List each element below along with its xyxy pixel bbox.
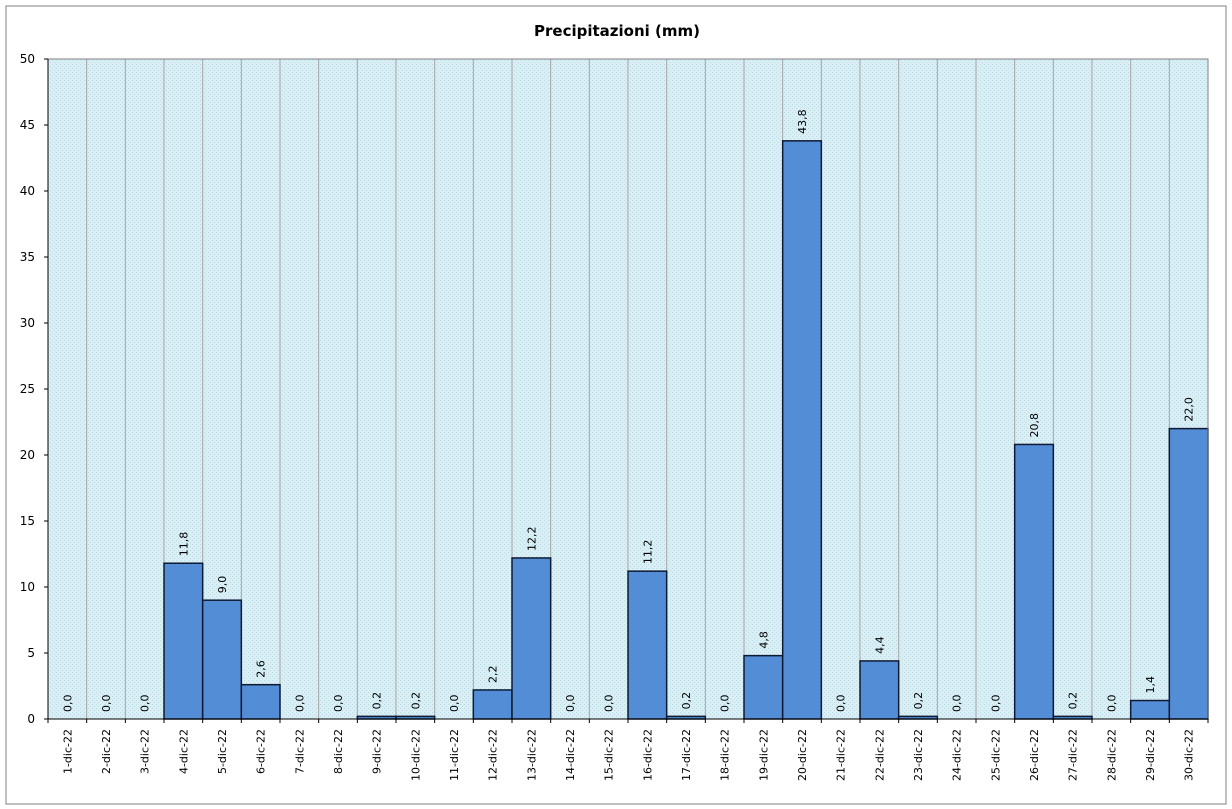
y-tick-label: 30: [20, 316, 35, 330]
axes: [44, 58, 1209, 723]
data-label: 0,0: [293, 695, 306, 713]
y-tick-label: 25: [20, 382, 35, 396]
data-label: 4,8: [757, 631, 770, 649]
data-label: 0,0: [448, 695, 461, 713]
data-label: 2,2: [487, 665, 500, 682]
x-tick-label: 26-dic-22: [1028, 729, 1041, 781]
x-tick-label: 1-dic-22: [61, 729, 74, 774]
data-label: 20,8: [1028, 413, 1041, 438]
x-tick-label: 2-dic-22: [100, 729, 113, 774]
x-tick-label: 19-dic-22: [757, 729, 770, 781]
data-label: 9,0: [216, 576, 229, 594]
bar: [511, 557, 552, 720]
x-tick-label: 29-dic-22: [1144, 729, 1157, 781]
x-tick-label: 23-dic-22: [912, 729, 925, 781]
data-label: 43,8: [796, 109, 809, 134]
data-label: 0,0: [719, 695, 732, 713]
x-tick-label: 20-dic-22: [796, 729, 809, 781]
bar: [472, 689, 513, 720]
bar: [1129, 699, 1171, 720]
y-tick-labels: 0 5 10 15 20 25 30 35 40 45 50: [20, 52, 35, 726]
data-label: 0,0: [989, 695, 1002, 713]
bar: [1013, 443, 1055, 720]
y-tick-label: 45: [20, 118, 35, 132]
data-label: 4,4: [873, 636, 886, 654]
x-tick-label: 17-dic-22: [680, 729, 693, 781]
data-label: 0,2: [680, 692, 693, 710]
data-label: 0,0: [61, 695, 74, 713]
data-label: 0,0: [564, 695, 577, 713]
bar: [201, 599, 243, 720]
data-label: 0,0: [1105, 695, 1118, 713]
x-tick-label: 28-dic-22: [1105, 729, 1118, 781]
data-label: 0,2: [912, 692, 925, 710]
x-tick-label: 18-dic-22: [719, 729, 732, 781]
x-tick-label: 25-dic-22: [989, 729, 1002, 781]
bar: [781, 140, 823, 720]
x-tick-label: 13-dic-22: [525, 729, 538, 781]
x-tick-label: 10-dic-22: [409, 729, 422, 781]
x-tick-label: 22-dic-22: [873, 729, 886, 781]
data-label: 0,2: [371, 692, 384, 710]
x-tick-labels: 1-dic-22 2-dic-22 3-dic-22 4-dic-22 5-dic-22…: [61, 729, 1195, 781]
data-label: 0,2: [1067, 692, 1080, 710]
data-label: 22,0: [1183, 397, 1196, 422]
data-label: 11,8: [177, 532, 190, 557]
data-label: 11,2: [641, 540, 654, 565]
data-label: 0,0: [951, 695, 964, 713]
x-tick-label: 16-dic-22: [641, 729, 654, 781]
y-tick-label: 0: [27, 712, 35, 726]
x-tick-label: 21-dic-22: [835, 729, 848, 781]
x-tick-label: 9-dic-22: [371, 729, 384, 774]
y-tick-label: 20: [20, 448, 35, 462]
bar: [627, 570, 668, 720]
y-tick-label: 5: [27, 646, 35, 660]
data-label: 1,4: [1144, 676, 1157, 694]
bar: [1168, 427, 1209, 720]
x-tick-label: 8-dic-22: [332, 729, 345, 774]
data-labels: 0,0 0,0 0,0 11,8 9,0 2,6 0,0 0,0 0,2 0,2 0,0 2,2 12,…: [61, 109, 1195, 712]
bar: [163, 562, 204, 720]
x-tick-label: 12-dic-22: [487, 729, 500, 781]
x-tick-label: 30-dic-22: [1183, 729, 1196, 781]
x-tick-label: 7-dic-22: [293, 729, 306, 774]
chart-title: Precipitazioni (mm): [534, 22, 700, 40]
data-label: 0,0: [332, 695, 345, 713]
bars: [163, 140, 1209, 720]
data-label: 0,0: [100, 695, 113, 713]
y-tick-label: 10: [20, 580, 35, 594]
bar: [743, 654, 784, 720]
data-label: 0,0: [835, 695, 848, 713]
data-label: 0,0: [139, 695, 152, 713]
bar: [240, 683, 281, 720]
x-tick-label: 3-dic-22: [139, 729, 152, 774]
bar: [859, 660, 900, 720]
x-tick-label: 27-dic-22: [1067, 729, 1080, 781]
x-tick-label: 4-dic-22: [177, 729, 190, 774]
y-tick-label: 40: [20, 184, 35, 198]
x-tick-label: 5-dic-22: [216, 729, 229, 774]
x-tick-label: 11-dic-22: [448, 729, 461, 781]
y-tick-label: 15: [20, 514, 35, 528]
x-tick-label: 6-dic-22: [255, 729, 268, 774]
y-tick-label: 50: [20, 52, 35, 66]
data-label: 12,2: [525, 526, 538, 551]
x-tick-label: 24-dic-22: [951, 729, 964, 781]
x-tick-label: 14-dic-22: [564, 729, 577, 781]
data-label: 2,6: [255, 660, 268, 678]
x-tick-label: 15-dic-22: [603, 729, 616, 781]
data-label: 0,2: [409, 692, 422, 710]
data-label: 0,0: [603, 695, 616, 713]
y-tick-label: 35: [20, 250, 35, 264]
